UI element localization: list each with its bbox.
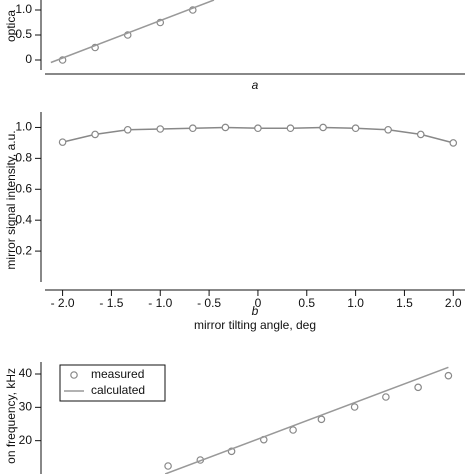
series-line <box>164 366 449 474</box>
y-axis-label: optica <box>4 10 18 42</box>
x-tick-label: - 1.5 <box>99 296 123 310</box>
data-point <box>188 124 197 133</box>
x-tick-label: 0.5 <box>298 296 315 310</box>
data-point <box>91 130 99 139</box>
x-axis-label: a <box>252 78 259 92</box>
panel-label: b <box>252 304 259 318</box>
x-tick-label: - 2.0 <box>51 296 75 310</box>
x-tick-label: 1.5 <box>396 296 413 310</box>
y-tick-label: 30 <box>19 400 33 414</box>
data-point <box>164 462 172 470</box>
data-point <box>58 138 67 146</box>
y-axis-label: on frequency, kHz <box>4 368 18 464</box>
y-tick-label: 0.6 <box>15 181 32 195</box>
legend-marker <box>70 371 78 379</box>
data-point <box>221 123 230 132</box>
y-tick-label: 1.0 <box>15 120 32 134</box>
x-tick-label: - 1.0 <box>148 296 172 310</box>
data-point <box>351 124 360 133</box>
data-point <box>444 371 453 380</box>
y-tick-label: 40 <box>19 366 33 380</box>
y-tick-label: 1.0 <box>15 2 32 16</box>
y-tick-label: 0 <box>25 52 32 66</box>
x-tick-label: - 0.5 <box>197 296 221 310</box>
x-tick-label: 1.0 <box>347 296 364 310</box>
data-point <box>317 415 326 424</box>
data-point <box>382 393 390 401</box>
data-point <box>156 125 165 133</box>
data-point <box>123 125 132 134</box>
data-point <box>416 130 425 139</box>
data-point <box>286 124 295 133</box>
data-point <box>254 124 262 133</box>
data-point <box>319 123 327 132</box>
x-tick-label: 2.0 <box>445 296 462 310</box>
data-point <box>449 139 458 147</box>
data-point <box>350 403 359 411</box>
y-axis-label: mirror signal intensity, a.u. <box>4 130 18 269</box>
data-point <box>384 125 392 134</box>
legend-label: measured <box>91 367 144 381</box>
legend-label: calculated <box>91 383 145 397</box>
legend-box <box>59 364 166 402</box>
y-tick-label: 0.4 <box>15 212 32 226</box>
y-tick-label: 0.2 <box>15 243 32 257</box>
x-tick-label: 0 <box>255 296 262 310</box>
y-tick-label: 20 <box>19 433 33 447</box>
y-tick-label: 0.5 <box>15 27 32 41</box>
x-axis-label: mirror tilting angle, deg <box>194 318 316 332</box>
data-point <box>289 426 297 434</box>
series-line <box>50 0 215 64</box>
y-tick-label: 0.8 <box>15 151 32 165</box>
data-point <box>414 383 422 392</box>
